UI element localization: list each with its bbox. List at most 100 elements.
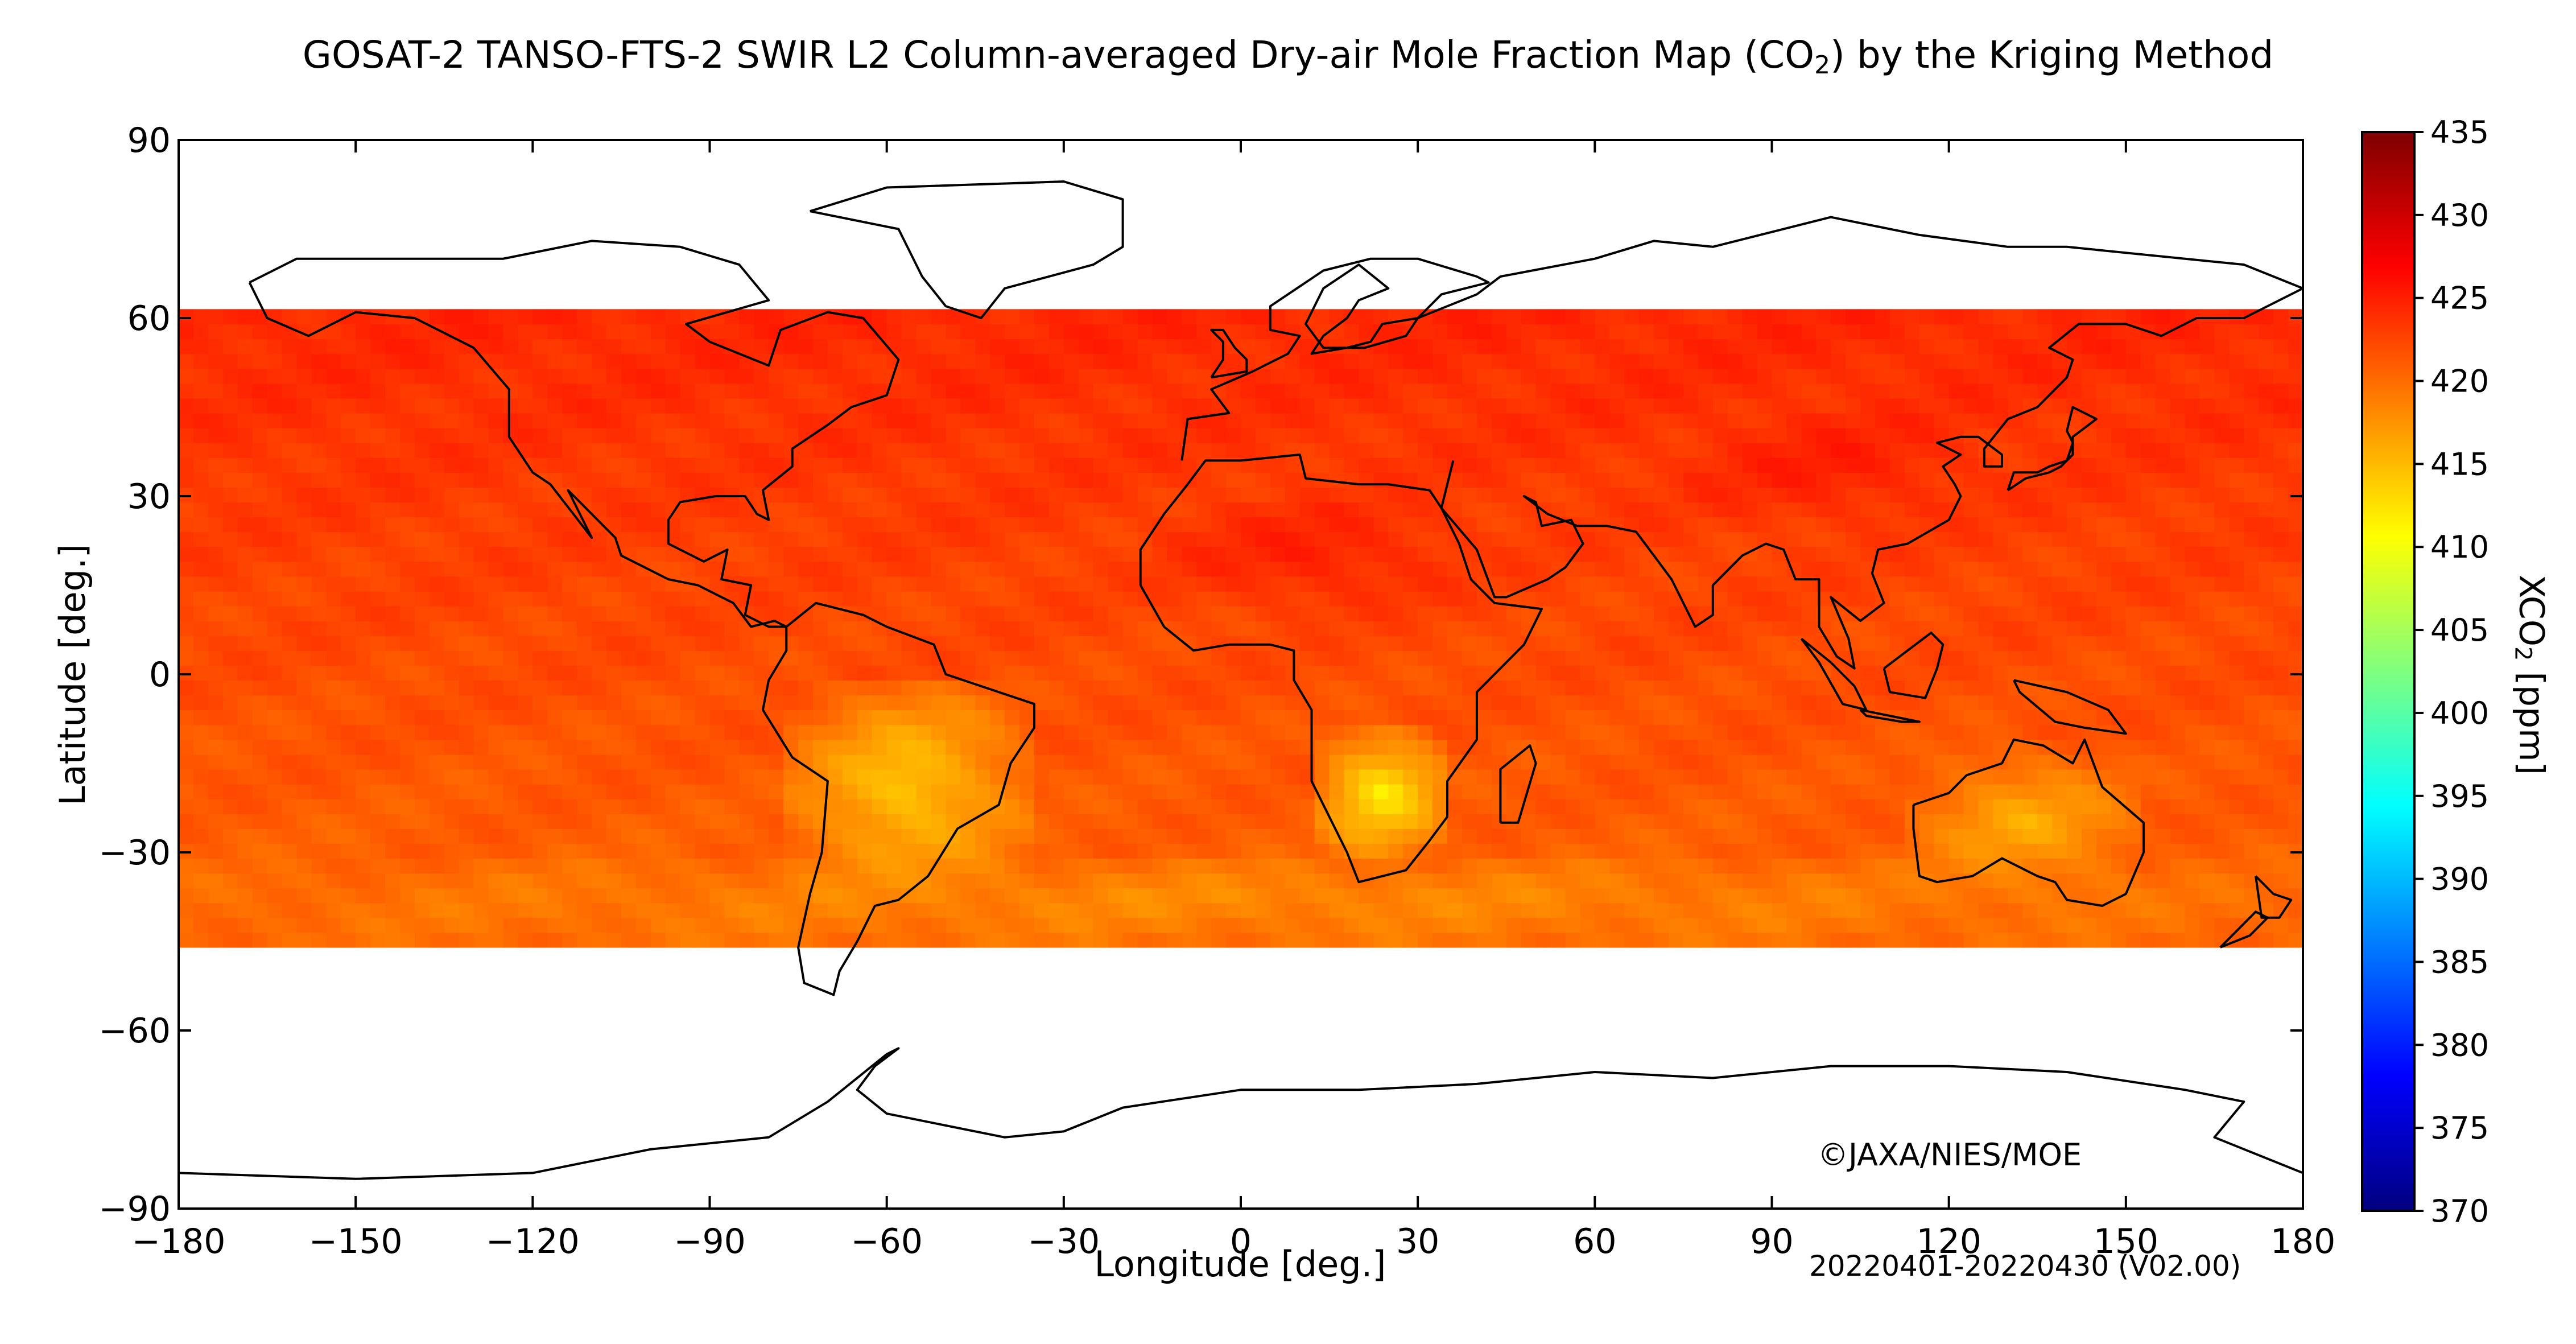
xco2-cell [1388, 843, 1403, 859]
xco2-cell [385, 517, 401, 533]
xco2-cell [975, 769, 990, 785]
xco2-cell [754, 472, 769, 488]
xco2-cell [1609, 873, 1625, 889]
xco2-cell [1727, 621, 1743, 636]
xco2-cell [901, 843, 917, 859]
xco2-cell [1359, 843, 1374, 859]
xco2-cell [2096, 457, 2112, 473]
xco2-cell [2155, 784, 2171, 799]
xco2-cell [1447, 606, 1463, 621]
xco2-cell [606, 502, 622, 518]
xco2-cell [1919, 606, 1935, 621]
xco2-cell [1344, 710, 1359, 725]
xco2-cell [547, 636, 563, 651]
xco2-cell [754, 902, 769, 918]
xco2-cell [1816, 799, 1831, 814]
xco2-cell [2125, 814, 2141, 829]
xco2-cell [1388, 546, 1403, 562]
xco2-cell [2140, 591, 2156, 607]
xco2-cell [1078, 428, 1094, 443]
xco2-cell [2259, 502, 2274, 518]
xco2-cell [1550, 636, 1566, 651]
xco2-cell [370, 636, 386, 651]
xco2-cell [1344, 932, 1359, 948]
xco2-cell [739, 888, 754, 904]
xco2-cell [1904, 606, 1920, 621]
xco2-cell [680, 502, 696, 518]
xco2-cell [1403, 917, 1418, 933]
xco2-cell [1831, 754, 1846, 770]
xco2-cell [1299, 858, 1315, 874]
xco2-cell [444, 443, 460, 458]
xco2-cell [1359, 680, 1374, 696]
xco2-cell [1595, 636, 1610, 651]
xco2-cell [414, 680, 430, 696]
xco2-cell [1727, 799, 1743, 814]
xco2-cell [990, 814, 1005, 829]
xco2-cell [1122, 443, 1138, 458]
xco2-cell [1919, 636, 1935, 651]
xco2-cell [1535, 591, 1551, 607]
xco2-cell [179, 843, 194, 859]
xco2-cell [2125, 591, 2141, 607]
xco2-cell [709, 858, 725, 874]
xco2-cell [2214, 917, 2230, 933]
xco2-cell [1285, 457, 1301, 473]
xco2-cell [901, 814, 917, 829]
xco2-cell [665, 828, 681, 844]
xco2-cell [960, 754, 976, 770]
xco2-cell [2037, 799, 2053, 814]
xco2-cell [459, 546, 474, 562]
xco2-cell [1639, 606, 1654, 621]
xco2-cell [459, 843, 474, 859]
xco2-cell [1241, 828, 1256, 844]
xco2-cell [1860, 902, 1876, 918]
xco2-cell [518, 754, 533, 770]
xco2-cell [2273, 636, 2289, 651]
xco2-cell [1889, 888, 1905, 904]
xco2-cell [1241, 591, 1256, 607]
xco2-cell [532, 561, 548, 577]
xco2-cell [990, 487, 1005, 503]
xco2-cell [2111, 443, 2127, 458]
xco2-cell [193, 591, 209, 607]
xco2-cell [2125, 917, 2141, 933]
xco2-cell [2199, 650, 2215, 666]
xco2-cell [975, 472, 990, 488]
xco2-cell [1535, 754, 1551, 770]
xco2-cell [1182, 680, 1197, 696]
xco2-cell [252, 546, 268, 562]
xco2-cell [1683, 858, 1699, 874]
xco2-cell [2155, 457, 2171, 473]
xco2-cell [1270, 428, 1286, 443]
xco2-cell [547, 546, 563, 562]
xco2-cell [1506, 739, 1522, 755]
xco2-cell [222, 680, 238, 696]
xco2-cell [341, 695, 356, 711]
xco2-cell [1904, 739, 1920, 755]
xco2-cell [193, 784, 209, 799]
xco2-cell [783, 769, 799, 785]
xco2-cell [1875, 799, 1890, 814]
xco2-cell [1196, 843, 1212, 859]
xco2-cell [2199, 814, 2215, 829]
xco2-cell [1196, 591, 1212, 607]
xco2-cell [2082, 621, 2097, 636]
xco2-cell [267, 621, 283, 636]
xco2-cell [1182, 531, 1197, 547]
xco2-cell [2199, 457, 2215, 473]
xco2-cell [2096, 932, 2112, 948]
xco2-cell [1167, 502, 1182, 518]
xco2-cell [606, 769, 622, 785]
xco2-cell [1122, 695, 1138, 711]
xco2-cell [1757, 917, 1773, 933]
xco2-cell [1196, 621, 1212, 636]
xco2-cell [2096, 917, 2112, 933]
xco2-cell [237, 487, 253, 503]
xco2-cell [606, 917, 622, 933]
xco2-cell [2244, 650, 2259, 666]
xco2-cell [488, 546, 503, 562]
xco2-cell [1255, 902, 1271, 918]
xco2-cell [680, 828, 696, 844]
xco2-cell [1801, 561, 1817, 577]
